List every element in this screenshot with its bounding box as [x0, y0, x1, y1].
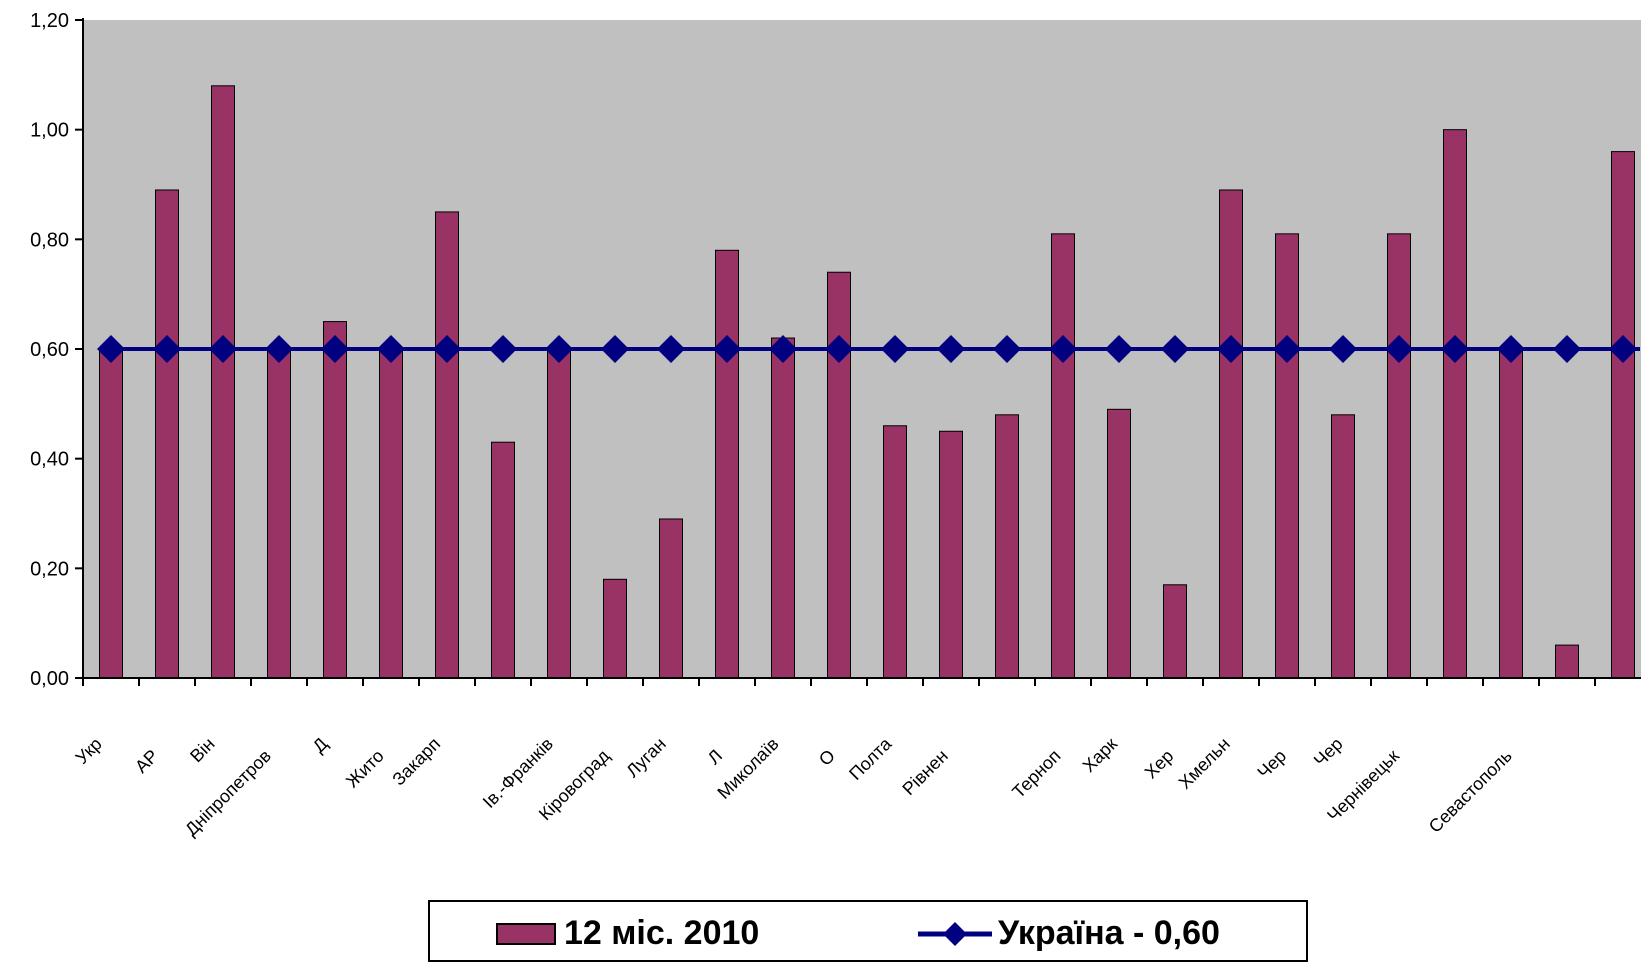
x-tick-label: Луган: [622, 734, 669, 781]
x-tick-label: Чер: [1253, 746, 1290, 783]
bar: [268, 349, 291, 678]
bar: [996, 415, 1019, 678]
x-tick-label: АР: [131, 746, 162, 777]
bar: [1556, 645, 1579, 678]
y-tick-label: 1,20: [30, 10, 69, 32]
bar: [1388, 234, 1411, 678]
x-tick-label: Хмельн: [1175, 734, 1234, 793]
bar: [1444, 130, 1467, 678]
legend: 12 міс. 2010 Україна - 0,60: [428, 900, 1308, 962]
x-tick-label: Л: [704, 746, 726, 768]
bar: [1612, 152, 1635, 678]
x-tick-label: Миколаїв: [713, 734, 782, 803]
bar: [100, 349, 123, 678]
bar: [548, 349, 571, 678]
y-ticks-group: 0,00 0,20 0,40 0,60 0,80 1,00 1,20: [30, 10, 83, 690]
bar: [1332, 415, 1355, 678]
chart: 0,000,200,400,600,801,001,20 Укр АР ВінДні…: [0, 0, 1641, 900]
x-tick-label: О: [815, 746, 839, 770]
x-tick-label: Укр: [72, 734, 106, 768]
bar: [660, 519, 683, 678]
bar: [772, 338, 795, 678]
x-tick-label: Чер: [1310, 734, 1347, 771]
bar: [156, 190, 179, 678]
y-tick-label: 0,00: [30, 668, 69, 690]
bar: [940, 431, 963, 678]
bar: [1164, 585, 1187, 678]
bar: [716, 250, 739, 678]
x-tick-label: Хер: [1141, 746, 1178, 783]
x-tick-label: Полта: [845, 733, 896, 784]
y-tick-label: 0,80: [30, 229, 69, 251]
legend-bar-swatch: [496, 923, 556, 945]
bar: [1500, 349, 1523, 678]
bar: [212, 86, 235, 678]
x-tick-label: Терноп: [1008, 746, 1064, 802]
y-tick-label: 0,40: [30, 449, 69, 471]
legend-item-line: Україна - 0,60: [918, 914, 1220, 953]
bar: [1052, 234, 1075, 678]
x-tick-label: Він: [186, 734, 218, 766]
legend-item-bar: 12 міс. 2010: [496, 914, 759, 953]
x-tick-label: Д: [309, 734, 332, 757]
bar: [1276, 234, 1299, 678]
x-tick-label: Закарп: [388, 734, 444, 790]
bar: [604, 579, 627, 678]
legend-line-swatch: [918, 919, 992, 949]
x-tick-label: Жито: [342, 746, 388, 792]
y-tick-label: 0,60: [30, 339, 69, 361]
y-tick-label: 0,20: [30, 558, 69, 580]
legend-line-label: Україна - 0,60: [998, 914, 1220, 953]
legend-bar-label: 12 міс. 2010: [564, 914, 759, 953]
x-tick-label: Рівнен: [898, 746, 951, 799]
x-tick-label: Севастополь: [1425, 746, 1516, 837]
bar: [828, 272, 851, 678]
y-tick-label: 1,00: [30, 120, 69, 142]
bar: [1108, 409, 1131, 678]
bar: [324, 322, 347, 678]
bar: [380, 349, 403, 678]
bar: [884, 426, 907, 678]
x-tick-label: Харк: [1079, 734, 1121, 776]
bar: [1220, 190, 1243, 678]
bar: [436, 212, 459, 678]
bar: [492, 442, 515, 678]
